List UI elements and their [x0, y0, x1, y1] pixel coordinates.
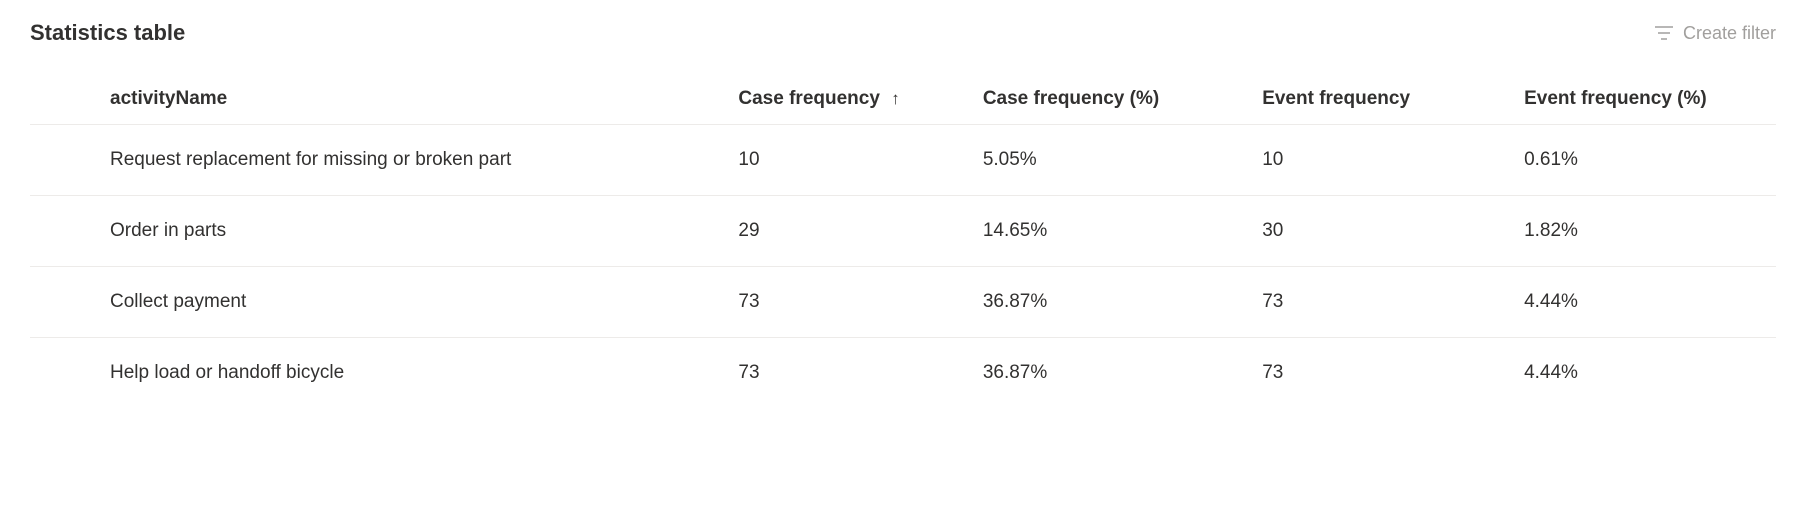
statistics-table-container: activityName Case frequency ↑ Case frequ…	[30, 74, 1776, 408]
filter-icon	[1655, 26, 1673, 40]
table-row[interactable]: Order in parts 29 14.65% 30 1.82%	[30, 196, 1776, 267]
column-header-eventfrequencypct[interactable]: Event frequency (%)	[1514, 74, 1776, 125]
cell-eventfrequencypct: 0.61%	[1514, 125, 1776, 196]
cell-activityname: Help load or handoff bicycle	[30, 338, 728, 409]
cell-eventfrequency: 10	[1252, 125, 1514, 196]
column-header-activityname[interactable]: activityName	[30, 74, 728, 125]
cell-eventfrequencypct: 1.82%	[1514, 196, 1776, 267]
cell-activityname: Order in parts	[30, 196, 728, 267]
cell-eventfrequency: 73	[1252, 267, 1514, 338]
column-header-label: Case frequency (%)	[983, 88, 1159, 109]
create-filter-label: Create filter	[1683, 23, 1776, 44]
cell-casefrequency: 73	[728, 267, 972, 338]
cell-casefrequency: 10	[728, 125, 972, 196]
create-filter-button[interactable]: Create filter	[1655, 23, 1776, 44]
cell-casefrequency: 73	[728, 338, 972, 409]
cell-eventfrequencypct: 4.44%	[1514, 267, 1776, 338]
cell-casefrequency: 29	[728, 196, 972, 267]
table-row[interactable]: Help load or handoff bicycle 73 36.87% 7…	[30, 338, 1776, 409]
column-header-label: Event frequency	[1262, 88, 1410, 109]
sort-ascending-icon: ↑	[891, 89, 900, 109]
cell-casefrequencypct: 36.87%	[973, 338, 1252, 409]
header-bar: Statistics table Create filter	[30, 20, 1776, 46]
cell-eventfrequency: 30	[1252, 196, 1514, 267]
cell-eventfrequencypct: 4.44%	[1514, 338, 1776, 409]
column-header-casefrequency[interactable]: Case frequency ↑	[728, 74, 972, 125]
statistics-table: activityName Case frequency ↑ Case frequ…	[30, 74, 1776, 408]
page-title: Statistics table	[30, 20, 185, 46]
column-header-eventfrequency[interactable]: Event frequency	[1252, 74, 1514, 125]
column-header-label: Case frequency	[738, 88, 880, 109]
table-row[interactable]: Request replacement for missing or broke…	[30, 125, 1776, 196]
table-row[interactable]: Collect payment 73 36.87% 73 4.44%	[30, 267, 1776, 338]
table-header-row: activityName Case frequency ↑ Case frequ…	[30, 74, 1776, 125]
column-header-label: activityName	[110, 88, 227, 109]
column-header-label: Event frequency (%)	[1524, 88, 1707, 109]
cell-casefrequencypct: 36.87%	[973, 267, 1252, 338]
cell-casefrequencypct: 14.65%	[973, 196, 1252, 267]
cell-eventfrequency: 73	[1252, 338, 1514, 409]
cell-casefrequencypct: 5.05%	[973, 125, 1252, 196]
cell-activityname: Request replacement for missing or broke…	[30, 125, 728, 196]
cell-activityname: Collect payment	[30, 267, 728, 338]
column-header-casefrequencypct[interactable]: Case frequency (%)	[973, 74, 1252, 125]
